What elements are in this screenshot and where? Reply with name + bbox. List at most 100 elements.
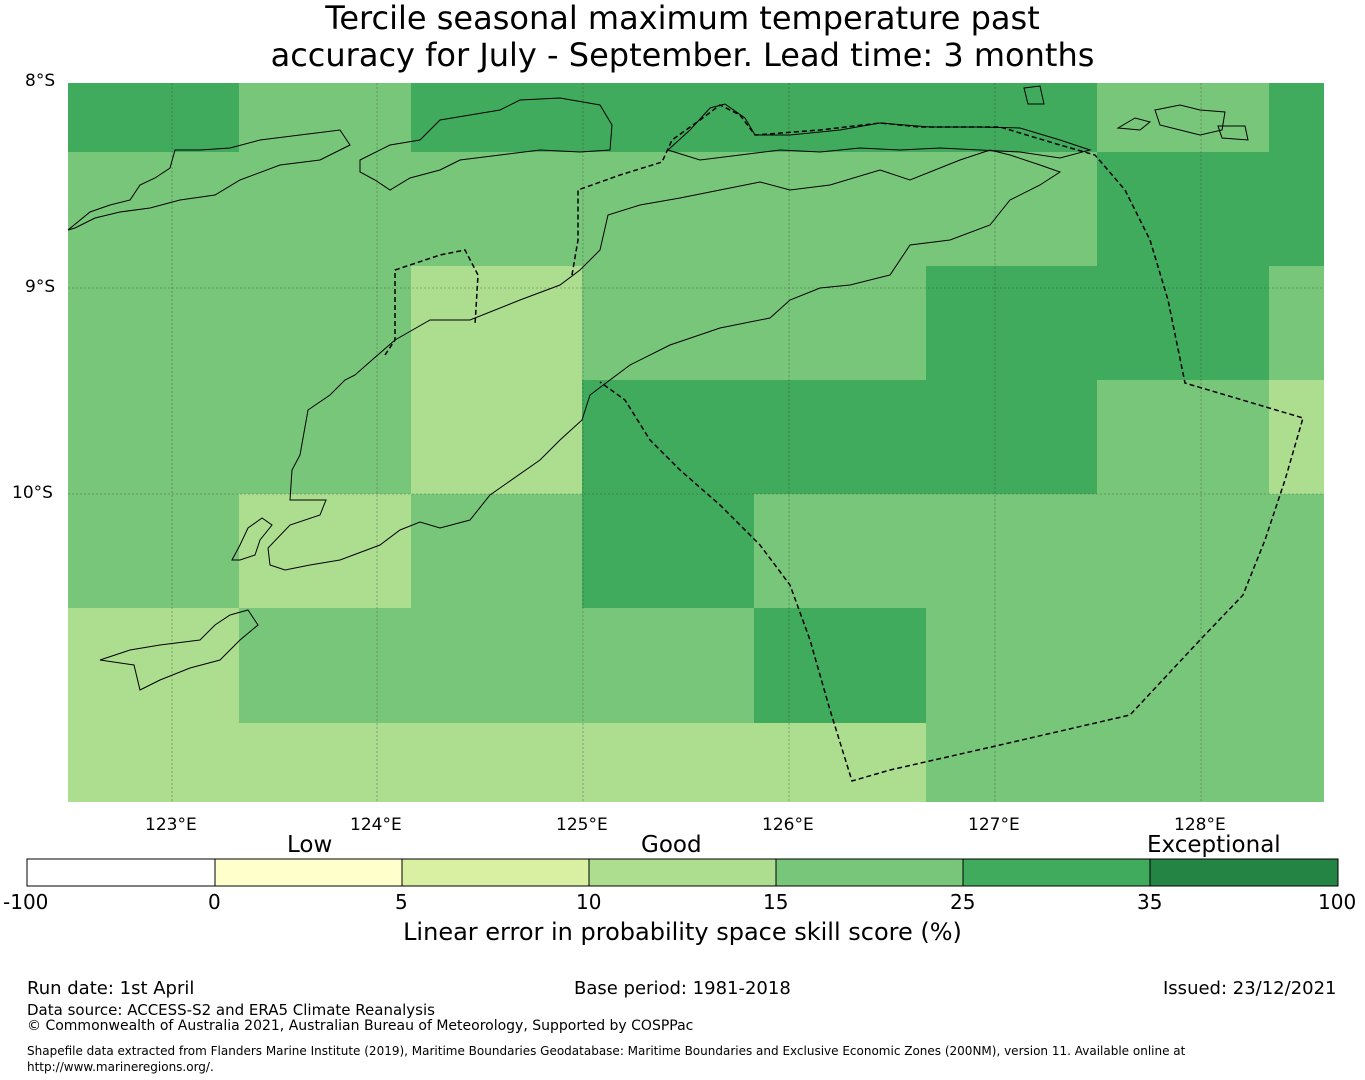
boundary-oecusse [384,249,479,356]
boundary-timor-leste [571,104,1304,782]
grid-cell [754,380,926,494]
lat-label-9s: 9°S [25,277,56,297]
grid-cell [239,380,411,494]
base-period: Base period: 1981-2018 [574,978,791,999]
colorbar-tick-100: 100 [1318,890,1357,914]
coastline-sawu [99,609,259,691]
chart-title-line-1: Tercile seasonal maximum temperature pas… [325,0,1040,37]
grid-cell [411,152,582,266]
grid-cell [926,494,1097,608]
grid-cell [754,266,926,380]
grid-cell [239,494,411,608]
grid-cell [754,723,926,802]
colorbar-segment [775,858,964,887]
grid-cell [239,266,411,380]
grid-cell [582,608,754,723]
grid-cell [1269,83,1324,152]
skill-grid [68,83,1324,802]
grid-cell [411,723,582,802]
grid-cell [1269,380,1324,494]
colorbar-segment [588,858,777,887]
coastline-wetar [667,103,1092,161]
grid-cell [582,723,754,802]
grid-cell [68,494,239,608]
category-good: Good [641,832,702,858]
grid-cell [754,608,926,723]
colorbar-segment [214,858,403,887]
lon-label-125e: 125°E [556,815,608,835]
colorbar-tick-minus100: -100 [3,890,49,914]
grid-cell [239,83,411,152]
grid-cell [411,608,582,723]
grid-cell [582,494,754,608]
grid-cell [926,723,1097,802]
grid-cell [411,83,582,152]
grid-cell [239,723,411,802]
grid-cell [1269,266,1324,380]
coastline-timor [267,149,1062,571]
grid-cell [68,266,239,380]
grid-cell [926,608,1097,723]
grid-cell [68,152,239,266]
grid-cell [926,152,1097,266]
grid-cell [754,83,926,152]
grid-cell [1097,723,1269,802]
grid-cell [1097,380,1269,494]
grid-cell [411,494,582,608]
colorbar-tick-15: 15 [763,890,789,914]
coastline-islet-east-3 [1217,125,1249,141]
grid-cell [239,608,411,723]
grid-cell [926,266,1097,380]
chart-title-line-2: accuracy for July - September. Lead time… [270,36,1095,74]
category-low: Low [287,832,333,858]
grid-cell [582,152,754,266]
maritime-boundaries [384,104,1304,782]
grid-cell [1097,83,1269,152]
grid-cell [754,152,926,266]
grid-cell [926,380,1097,494]
grid-cell [411,380,582,494]
grid-cell [68,608,239,723]
grid-cell [239,152,411,266]
lon-label-126e: 126°E [762,815,814,835]
grid-cell [926,83,1097,152]
shapefile-credit-line-2: http://www.marineregions.org/. [27,1060,214,1074]
colorbar-segment [26,858,216,887]
coastline-islet-north [1023,85,1045,105]
grid-cell [582,380,754,494]
grid-cell [1097,152,1269,266]
grid-cell [68,380,239,494]
coastlines [67,85,1249,691]
grid-cell [1269,494,1324,608]
lat-label-10s: 10°S [12,483,53,503]
grid-cell [1269,608,1324,723]
grid-cell [1269,723,1324,802]
colorbar-tick-35: 35 [1137,890,1163,914]
copyright: © Commonwealth of Australia 2021, Austra… [27,1018,694,1034]
issued-date: Issued: 23/12/2021 [1163,978,1337,999]
lat-label-8s: 8°S [25,71,56,91]
colorbar-tick-5: 5 [395,890,408,914]
shapefile-credit-line-1: Shapefile data extracted from Flanders M… [27,1044,1186,1058]
lon-label-123e: 123°E [145,815,197,835]
colorbar-tick-10: 10 [576,890,602,914]
data-source: Data source: ACCESS-S2 and ERA5 Climate … [27,1001,435,1019]
grid-cell [411,266,582,380]
grid-cell [582,266,754,380]
category-exceptional: Exceptional [1147,832,1281,858]
grid-cell [754,494,926,608]
coastline-islet-east-2 [1116,117,1152,131]
graticule [68,83,1324,802]
coastline-islet-east [1154,104,1226,136]
coastline-rote [231,517,273,561]
lon-label-128e: 128°E [1174,815,1226,835]
lon-label-127e: 127°E [968,815,1020,835]
lon-label-124e: 124°E [350,815,402,835]
grid-cell [1097,266,1269,380]
grid-cell [68,723,239,802]
grid-cell [1269,152,1324,266]
coastline-flores [67,129,351,231]
grid-cell [1097,608,1269,723]
grid-cell [68,83,239,152]
